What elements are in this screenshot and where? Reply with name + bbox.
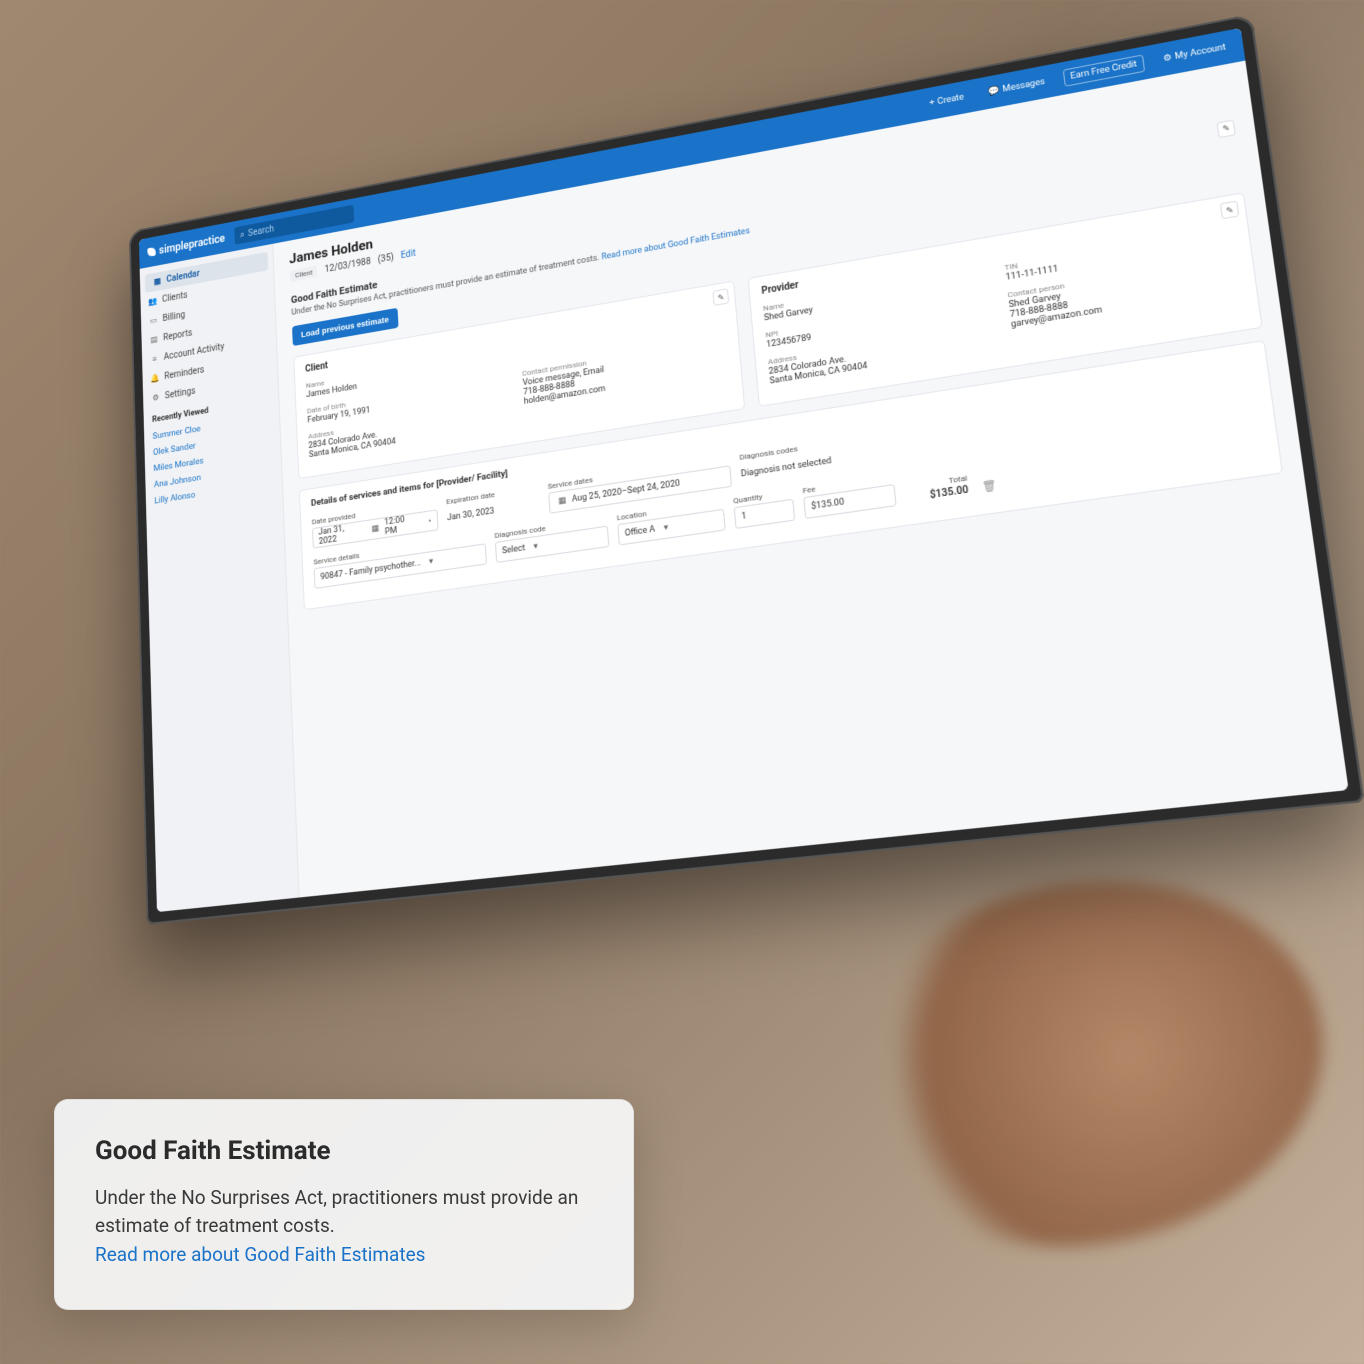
edit-client-link[interactable]: Edit — [401, 248, 416, 261]
search-placeholder: Search — [248, 224, 274, 239]
plus-icon: + — [929, 98, 935, 108]
calendar-icon: ▦ — [153, 277, 161, 287]
list-icon: ≡ — [150, 354, 159, 364]
people-icon: 👥 — [149, 296, 157, 306]
sidebar-item-label: Clients — [162, 290, 188, 304]
gear-icon: ⚙ — [151, 393, 160, 403]
search-icon: ⌕ — [240, 229, 245, 239]
messages-button[interactable]: 💬Messages — [981, 73, 1052, 101]
overlay-title: Good Faith Estimate — [95, 1136, 593, 1166]
clock-icon: ◔ — [426, 515, 432, 526]
overlay-card: Good Faith Estimate Under the No Surpris… — [54, 1099, 634, 1311]
card-icon: ▭ — [149, 316, 158, 326]
gear-icon: ⚙ — [1163, 53, 1173, 64]
sidebar: ▦Calendar 👥Clients ▭Billing ▤Reports ≡Ac… — [140, 244, 300, 912]
trash-icon[interactable]: 🗑 — [981, 478, 997, 493]
field-label: Total — [948, 474, 968, 486]
create-button[interactable]: +Create — [923, 89, 971, 113]
my-account-button[interactable]: ⚙My Account — [1156, 39, 1233, 69]
sidebar-item-label: Reminders — [164, 365, 204, 382]
chevron-down-icon: ▾ — [663, 523, 668, 533]
chat-icon: 💬 — [988, 86, 1000, 98]
edit-provider-panel-button[interactable]: ✎ — [1220, 200, 1240, 219]
edit-gfe-button[interactable]: ✎ — [1216, 119, 1235, 138]
client-chip: Client — [290, 266, 318, 283]
edit-client-panel-button[interactable]: ✎ — [712, 288, 729, 306]
overlay-body: Under the No Surprises Act, practitioner… — [95, 1184, 593, 1270]
client-age: (35) — [378, 252, 394, 265]
laptop-frame: simplepractice ⌕ Search +Create 💬Message… — [129, 14, 1364, 925]
butterfly-icon — [147, 247, 155, 257]
sidebar-item-label: Reports — [163, 328, 192, 343]
sidebar-item-label: Billing — [162, 310, 185, 324]
chart-icon: ▤ — [150, 335, 159, 345]
sidebar-item-label: Calendar — [166, 269, 200, 285]
sidebar-item-label: Settings — [165, 386, 196, 401]
chevron-down-icon: ▾ — [429, 557, 434, 567]
bell-icon: 🔔 — [151, 373, 160, 383]
calendar-icon: ▦ — [371, 524, 379, 535]
overlay-link[interactable]: Read more about Good Faith Estimates — [95, 1243, 425, 1266]
brand-name: simplepractice — [159, 232, 225, 257]
calendar-icon: ▦ — [558, 496, 567, 507]
row-total: $135.00 — [929, 485, 969, 502]
chevron-down-icon: ▾ — [533, 542, 538, 552]
